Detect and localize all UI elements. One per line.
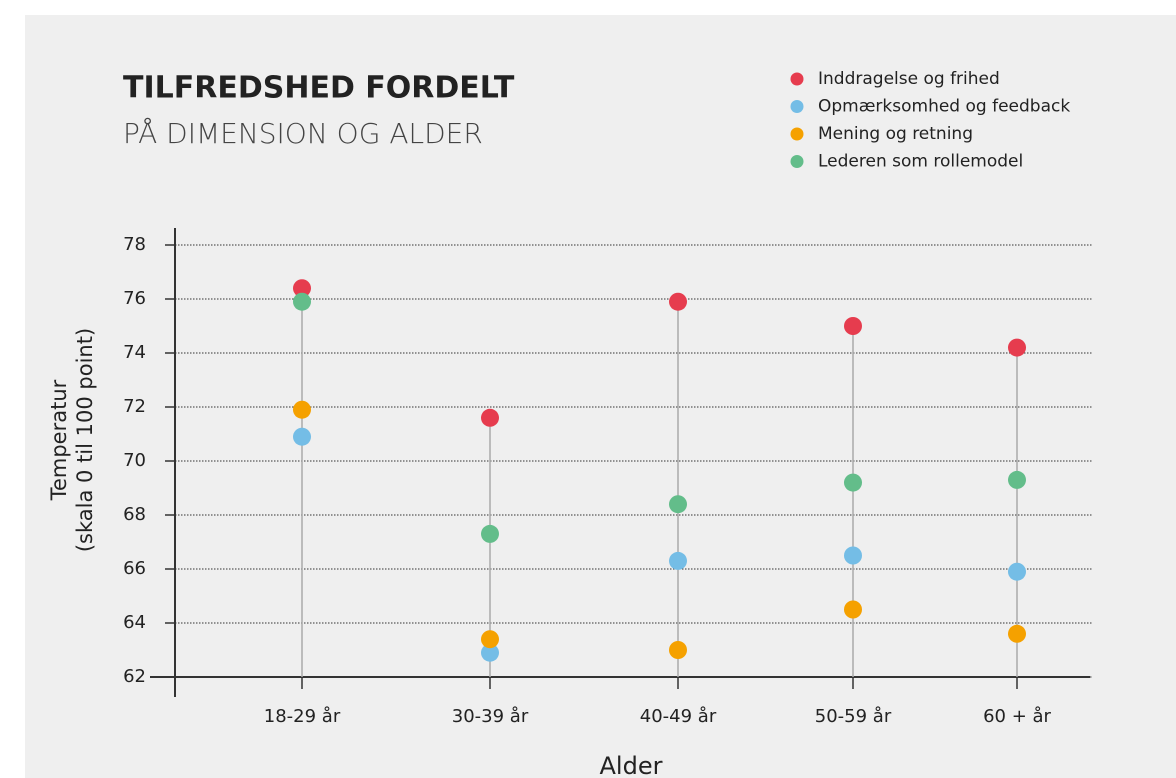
y-tick-label: 68 bbox=[123, 504, 146, 525]
dot bbox=[669, 551, 687, 570]
dot bbox=[481, 643, 499, 662]
dot bbox=[293, 427, 311, 446]
legend-swatch bbox=[790, 127, 804, 141]
dot bbox=[1008, 624, 1026, 643]
dot bbox=[1008, 338, 1026, 357]
x-tick-label: 30-39 år bbox=[452, 706, 529, 727]
x-tick-label: 50-59 år bbox=[815, 706, 892, 727]
dot bbox=[481, 408, 499, 427]
dot bbox=[1008, 470, 1026, 489]
dot bbox=[481, 524, 499, 543]
chart-title: TILFREDSHED FORDELT bbox=[123, 71, 515, 106]
y-tick-label: 66 bbox=[123, 558, 146, 579]
x-axis-title: Alder bbox=[600, 752, 663, 778]
y-tick-label: 78 bbox=[123, 234, 146, 255]
dot bbox=[669, 495, 687, 514]
x-tick-label: 60 + år bbox=[983, 706, 1051, 727]
y-axis-title: Temperatur bbox=[47, 379, 71, 501]
dot bbox=[293, 292, 311, 311]
legend-swatch bbox=[790, 72, 804, 86]
dot bbox=[844, 473, 862, 492]
x-tick-label: 40-49 år bbox=[640, 706, 717, 727]
dot bbox=[844, 546, 862, 565]
dot bbox=[481, 630, 499, 649]
legend-label: Lederen som rollemodel bbox=[818, 152, 1023, 172]
dot bbox=[844, 317, 862, 335]
dot bbox=[293, 279, 311, 298]
dot bbox=[293, 400, 311, 419]
dot bbox=[669, 292, 687, 311]
dot bbox=[844, 600, 862, 619]
y-tick-label: 62 bbox=[123, 666, 146, 687]
panel bbox=[25, 15, 1176, 778]
x-tick-label: 18-29 år bbox=[264, 706, 341, 727]
y-tick-label: 72 bbox=[123, 396, 146, 417]
legend-swatch bbox=[790, 155, 804, 168]
y-tick-label: 70 bbox=[123, 450, 146, 471]
y-tick-label: 74 bbox=[123, 342, 146, 363]
y-tick-label: 64 bbox=[123, 612, 146, 633]
dot bbox=[1008, 562, 1026, 581]
legend-label: Mening og retning bbox=[818, 124, 973, 144]
legend-swatch bbox=[790, 100, 804, 113]
legend-label: Opmærksomhed og feedback bbox=[818, 97, 1070, 117]
y-axis-title: (skala 0 til 100 point) bbox=[73, 328, 97, 552]
legend-label: Inddragelse og frihed bbox=[818, 69, 1000, 89]
chart-subtitle: PÅ DIMENSION OG ALDER bbox=[123, 116, 483, 150]
y-tick-label: 76 bbox=[123, 288, 146, 309]
dot bbox=[669, 641, 687, 659]
